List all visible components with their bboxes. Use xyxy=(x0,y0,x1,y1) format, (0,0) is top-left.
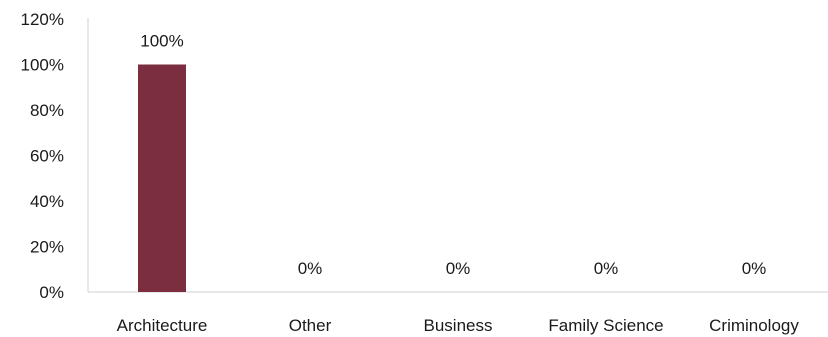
data-label: 0% xyxy=(594,259,619,278)
y-tick-label: 120% xyxy=(21,10,64,29)
data-label: 0% xyxy=(446,259,471,278)
data-labels: 100% 0% 0% 0% 0% xyxy=(140,32,766,279)
bars xyxy=(138,64,186,292)
x-tick-label: Architecture xyxy=(117,316,208,335)
y-tick-label: 80% xyxy=(30,101,64,120)
x-tick-label: Criminology xyxy=(709,316,799,335)
category-labels: Architecture Other Business Family Science C… xyxy=(117,316,800,335)
y-tick-label: 60% xyxy=(30,147,64,166)
y-tick-label: 20% xyxy=(30,238,64,257)
y-tick-label: 100% xyxy=(21,56,64,75)
data-label: 0% xyxy=(298,259,323,278)
y-tick-label: 0% xyxy=(39,283,64,302)
x-tick-label: Other xyxy=(289,316,332,335)
x-tick-label: Family Science xyxy=(548,316,663,335)
bar xyxy=(138,64,186,292)
data-label: 0% xyxy=(742,259,767,278)
y-tick-label: 40% xyxy=(30,192,64,211)
data-label: 100% xyxy=(140,32,183,51)
x-tick-label: Business xyxy=(424,316,493,335)
y-axis-ticks: 0% 20% 40% 60% 80% 100% 120% xyxy=(21,10,64,302)
